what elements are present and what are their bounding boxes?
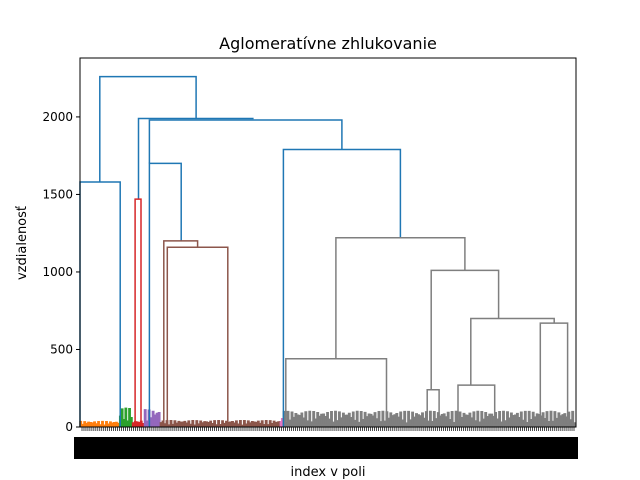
leaf-link xyxy=(157,412,161,427)
leaf-link xyxy=(351,411,355,427)
leaf-cluster xyxy=(118,407,133,427)
leaf-cluster xyxy=(159,420,284,428)
y-tick-label: 1500 xyxy=(42,187,73,201)
leaf-link xyxy=(124,407,128,427)
leaf-link xyxy=(450,410,454,427)
leaf-link xyxy=(407,410,411,427)
x-tick-labels-overlapped xyxy=(74,437,578,459)
x-axis-label: index v poli xyxy=(291,465,366,480)
leaf-link xyxy=(403,410,407,427)
dendrogram-link xyxy=(166,246,229,424)
leaf-link xyxy=(143,409,147,427)
y-tick-label: 500 xyxy=(50,342,73,356)
dendrogram-link xyxy=(426,389,440,424)
leaf-link xyxy=(502,410,505,427)
dendrogram-link xyxy=(470,317,555,386)
y-tick-label: 1000 xyxy=(42,265,73,279)
leaf-link xyxy=(355,410,359,427)
leaf-link xyxy=(334,410,337,427)
leaf-link xyxy=(304,411,308,427)
leaf-link xyxy=(523,410,527,427)
dendrogram-link xyxy=(148,162,182,427)
x-axis xyxy=(74,427,578,459)
dendrogram-link xyxy=(137,117,254,200)
leaf-link xyxy=(519,411,523,427)
leaf-link xyxy=(217,420,221,427)
leaf-cluster xyxy=(282,410,577,427)
dendrogram-link xyxy=(335,237,466,359)
leaf-link xyxy=(377,411,381,427)
leaf-link xyxy=(238,420,242,427)
leaf-link xyxy=(260,420,264,427)
leaf-link xyxy=(476,410,480,427)
dendrogram-link xyxy=(539,322,569,424)
leaf-link xyxy=(571,410,575,427)
y-axis: 0 500 1000 1500 2000 xyxy=(42,110,80,434)
y-tick-label: 2000 xyxy=(42,110,73,124)
leaf-cluster xyxy=(79,420,120,428)
leaf-link xyxy=(120,408,124,427)
leaf-link xyxy=(286,410,290,427)
leaf-link xyxy=(101,420,104,427)
leaf-link xyxy=(213,420,217,427)
dendrogram-link xyxy=(282,148,402,427)
leaf-link xyxy=(498,410,502,427)
plot-frame xyxy=(79,57,577,428)
y-axis-label: vzdialenosť xyxy=(15,206,30,280)
leaf-link xyxy=(549,410,553,427)
dendrogram-link xyxy=(430,269,500,390)
dendrogram-link xyxy=(148,119,343,164)
dendrogram-link xyxy=(163,240,199,424)
leaf-link xyxy=(545,411,549,427)
dendrogram-link xyxy=(99,75,197,182)
dendrogram-link xyxy=(134,198,142,427)
leaf-link xyxy=(472,411,476,427)
dendrogram-link xyxy=(285,358,388,424)
leaf-link xyxy=(454,410,458,427)
leaf-link xyxy=(381,410,385,427)
y-tick-label: 0 xyxy=(65,420,73,434)
leaf-link xyxy=(308,410,312,427)
plot-area xyxy=(79,75,577,428)
dendrogram-link xyxy=(457,384,496,424)
chart-title: Aglomeratívne zhlukovanie xyxy=(219,34,437,53)
leaf-link xyxy=(330,410,333,427)
leaf-link xyxy=(191,420,195,427)
leaf-link xyxy=(264,420,268,427)
leaf-link xyxy=(428,410,432,427)
